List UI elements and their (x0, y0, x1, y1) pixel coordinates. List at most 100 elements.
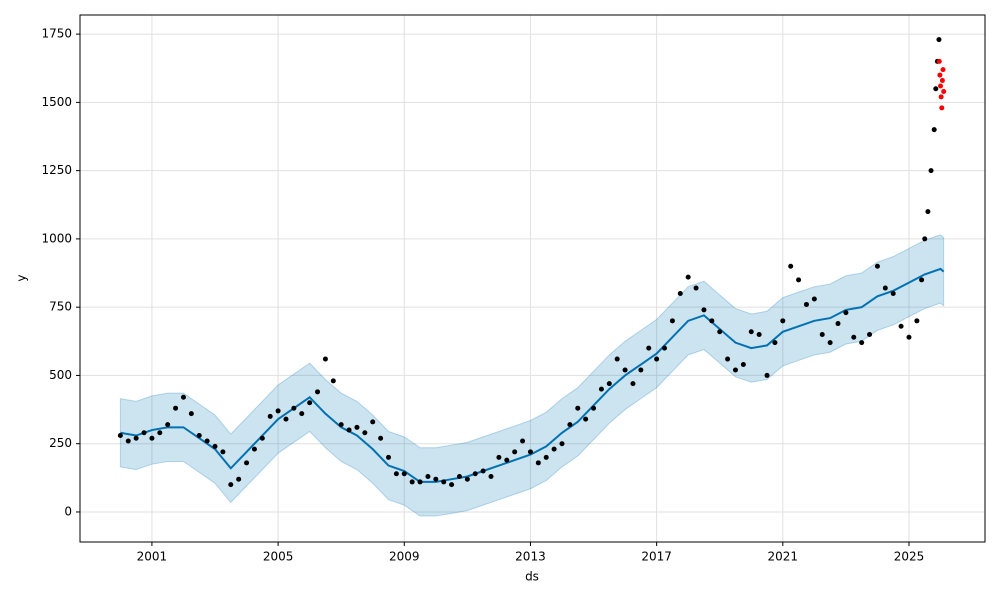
data-point (259, 435, 265, 441)
data-point (141, 430, 147, 436)
data-point (938, 94, 944, 100)
data-point (401, 471, 407, 477)
data-point (725, 356, 731, 362)
data-point (732, 367, 738, 373)
data-point (283, 416, 289, 422)
data-point (925, 209, 931, 215)
data-point (362, 430, 368, 436)
data-point (149, 435, 155, 441)
data-point (936, 58, 942, 64)
data-point (267, 413, 273, 419)
data-point (441, 479, 447, 485)
data-point (906, 334, 912, 340)
x-tick-label: 2013 (515, 550, 546, 564)
data-point (630, 381, 636, 387)
data-point (488, 473, 494, 479)
data-point (228, 482, 234, 488)
data-point (386, 454, 392, 460)
data-point (859, 340, 865, 346)
data-point (559, 441, 565, 447)
x-tick-label: 2005 (263, 550, 294, 564)
data-point (598, 386, 604, 392)
data-point (275, 408, 281, 414)
data-point (772, 340, 778, 346)
data-point (646, 345, 652, 351)
y-tick-label: 1000 (41, 231, 72, 245)
forecast-line (120, 267, 945, 483)
data-point (449, 482, 455, 488)
data-point (685, 274, 691, 280)
data-point (180, 394, 186, 400)
data-point (931, 127, 937, 133)
data-point (788, 263, 794, 269)
x-axis-label: ds (525, 570, 539, 584)
data-point (315, 389, 321, 395)
data-point (370, 419, 376, 425)
data-point (591, 405, 597, 411)
y-tick-label: 0 (64, 504, 72, 518)
data-point (346, 427, 352, 433)
data-point (535, 460, 541, 466)
plot-frame (79, 14, 986, 543)
data-point (322, 356, 328, 362)
data-point (456, 473, 462, 479)
data-point (204, 438, 210, 444)
data-point (922, 236, 928, 242)
data-point (583, 416, 589, 422)
data-point (291, 405, 297, 411)
x-tick-label: 2001 (137, 550, 168, 564)
data-point (212, 443, 218, 449)
data-point (819, 331, 825, 337)
data-point (354, 424, 360, 430)
data-point (662, 345, 668, 351)
data-point (939, 78, 945, 84)
data-point (575, 405, 581, 411)
y-tick-label: 750 (49, 300, 72, 314)
y-tick-label: 500 (49, 368, 72, 382)
data-point (393, 471, 399, 477)
data-point (938, 83, 944, 89)
data-point (512, 449, 518, 455)
data-point (780, 318, 786, 324)
y-tick-label: 1250 (41, 163, 72, 177)
data-point (803, 301, 809, 307)
x-tick-label: 2025 (894, 550, 925, 564)
data-point (874, 263, 880, 269)
data-point (638, 367, 644, 373)
data-point (425, 473, 431, 479)
data-point (244, 460, 250, 466)
data-point (480, 468, 486, 474)
data-point (748, 329, 754, 335)
data-point (417, 479, 423, 485)
data-point (165, 422, 171, 428)
data-point (827, 340, 833, 346)
data-point (654, 356, 660, 362)
data-point (940, 67, 946, 73)
y-tick-label: 1750 (41, 27, 72, 41)
data-point (937, 72, 943, 78)
data-point (378, 435, 384, 441)
data-point (338, 422, 344, 428)
data-point (551, 446, 557, 452)
data-point (701, 307, 707, 313)
y-axis-label: y (15, 274, 29, 281)
data-point (740, 362, 746, 368)
data-point (843, 310, 849, 316)
data-point (188, 411, 194, 417)
data-point (867, 331, 873, 337)
data-point (606, 381, 612, 387)
data-point (882, 285, 888, 291)
data-point (196, 433, 202, 439)
uncertainty-band (119, 234, 945, 517)
data-point (614, 356, 620, 362)
data-point (409, 479, 415, 485)
data-point (173, 405, 179, 411)
data-point (693, 285, 699, 291)
data-point (220, 449, 226, 455)
data-point (756, 331, 762, 337)
y-tick-label: 1500 (41, 95, 72, 109)
data-point (717, 329, 723, 335)
x-tick-label: 2021 (768, 550, 799, 564)
data-point (307, 400, 313, 406)
